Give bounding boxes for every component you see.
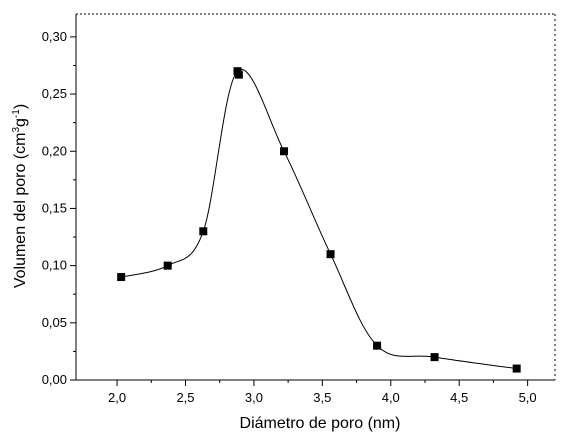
data-point [512,364,521,373]
x-tick-label: 4,0 [382,390,400,405]
data-point [117,273,126,282]
data-point [280,147,289,156]
x-tick-label: 4,5 [450,390,468,405]
y-tick-label: 0,30 [42,29,67,44]
y-axis-title-main: Volumen del poro (cm [12,133,29,289]
x-tick-label: 5,0 [519,390,537,405]
data-point [430,353,439,362]
y-axis-title-sup-3: 3 [11,127,22,133]
x-axis-title: Diámetro de poro (nm) [240,415,401,432]
x-tick-label: 3,0 [245,390,263,405]
data-point [326,250,335,259]
y-axis-title-sup-minus1: -1 [11,109,22,118]
data-points-layer [117,67,521,373]
data-point [234,70,243,79]
fit-curve-layer [121,68,517,370]
data-point [163,261,172,270]
fit-curve [121,68,517,370]
data-point [373,341,382,350]
y-axis-title-end: ) [12,104,29,109]
axes [70,13,556,386]
y-tick-label: 0,15 [42,200,67,215]
x-tick-label: 3,5 [313,390,331,405]
y-tick-label: 0,20 [42,143,67,158]
y-tick-label: 0,05 [42,315,67,330]
y-tick-label: 0,00 [42,372,67,387]
data-point [199,227,208,236]
y-axis-title-mid: g [12,118,29,127]
x-tick-label: 2,5 [176,390,194,405]
x-tick-label: 2,0 [108,390,126,405]
y-tick-label: 0,10 [42,258,67,273]
y-tick-label: 0,25 [42,86,67,101]
y-axis-title: Volumen del poro (cm3g-1) [11,104,29,288]
axis-labels-layer: Diámetro de poro (nm) Volumen del poro (… [11,29,537,432]
